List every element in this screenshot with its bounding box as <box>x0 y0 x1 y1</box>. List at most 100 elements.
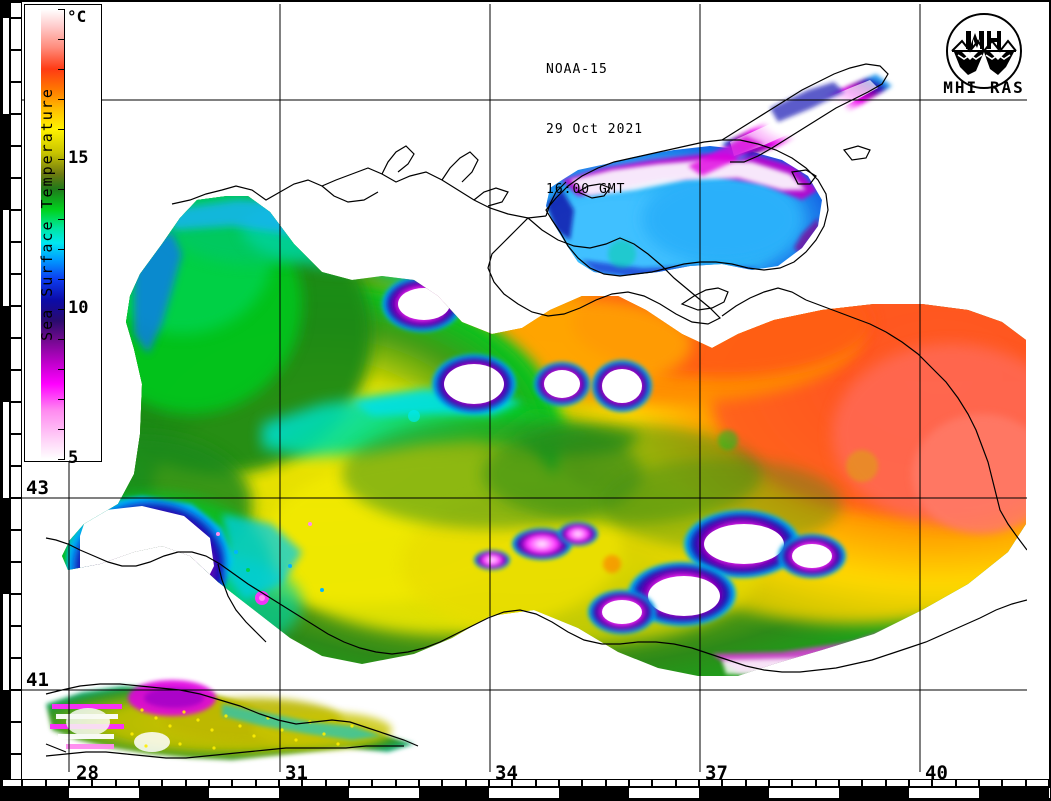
graticule-degree-band <box>279 787 349 799</box>
graticule-minor-tick <box>10 562 22 594</box>
colorbar-tick <box>58 399 65 400</box>
graticule-degree-band <box>209 787 279 799</box>
graticule-degree-band <box>349 787 419 799</box>
graticule-minor-tick <box>10 114 22 146</box>
graticule-degree-band <box>2 402 10 498</box>
longitude-label-34: 34 <box>495 762 518 784</box>
graticule-minor-tick <box>582 779 606 787</box>
graticule-degree-band <box>699 787 769 799</box>
coastline <box>45 63 1027 759</box>
graticule-degree-band <box>629 787 699 799</box>
longitude-label-31: 31 <box>285 762 308 784</box>
graticule-minor-tick <box>419 779 443 787</box>
cloud-mask-speckle-south <box>474 510 846 634</box>
graticule-minor-tick <box>769 779 793 787</box>
graticule-minor-tick <box>909 779 933 787</box>
graticule-minor-tick <box>535 779 559 787</box>
graticule-degree-band <box>2 18 10 114</box>
graticule-minor-tick <box>10 274 22 306</box>
colorbar-tick <box>58 219 65 220</box>
graticule-minor-tick <box>10 530 22 562</box>
colorbar-label-5: 5 <box>68 448 79 468</box>
graticule-minor-tick <box>325 779 349 787</box>
graticule-degree-band <box>2 2 10 18</box>
graticule-degree-band <box>769 787 839 799</box>
longitude-label-28: 28 <box>76 762 99 784</box>
graticule-minor-tick <box>69 779 93 787</box>
graticule-degree-band <box>69 787 139 799</box>
colorbar-tick <box>58 69 65 70</box>
graticule-minor-tick <box>279 779 303 787</box>
graticule-minor-tick <box>115 779 139 787</box>
colorbar-tick <box>58 99 65 100</box>
graticule-minor-tick <box>932 779 956 787</box>
graticule-minor-tick <box>605 779 629 787</box>
graticule-minor-tick <box>10 146 22 178</box>
colorbar-tick <box>58 249 65 250</box>
colorbar-unit: °C <box>67 7 87 26</box>
graticule-minor-tick <box>10 722 22 754</box>
latitude-ruler-left <box>2 2 22 799</box>
acquisition-date: 29 Oct 2021 <box>546 122 644 137</box>
acquisition-info: NOAA-15 29 Oct 2021 16:00 GMT <box>546 20 643 240</box>
logo-caption: MHI RAS <box>943 78 1025 97</box>
graticule-minor-tick <box>10 306 22 338</box>
sst-field-sea-of-marmara <box>46 680 414 760</box>
graticule-minor-tick <box>92 779 116 787</box>
graticule-degree-band <box>419 787 489 799</box>
graticule-degree-band <box>2 690 10 786</box>
graticule-minor-tick <box>862 779 886 787</box>
latitude-label-43: 43 <box>26 477 49 499</box>
sst-map-canvas <box>22 4 1027 772</box>
graticule-degree-band <box>2 114 10 210</box>
colorbar-title: Sea Surface Temperature <box>38 87 56 341</box>
sst-field-azov-north-arm <box>688 74 892 176</box>
colorbar-tick <box>58 309 65 310</box>
colorbar-axis <box>64 9 65 459</box>
graticule-minor-tick <box>255 779 279 787</box>
graticule-minor-tick <box>209 779 233 787</box>
colorbar-tick <box>58 189 65 190</box>
graticule-degree-band <box>2 594 10 690</box>
graticule-minor-tick <box>955 779 979 787</box>
colorbar-gradient <box>41 9 64 459</box>
colorbar-label-15: 15 <box>68 148 89 168</box>
acquisition-time: 16:00 GMT <box>546 182 626 197</box>
graticule-degree-band <box>909 787 979 799</box>
graticule-minor-tick <box>652 779 676 787</box>
colorbar-tick <box>58 9 65 10</box>
graticule-minor-tick <box>10 594 22 626</box>
longitude-label-37: 37 <box>705 762 728 784</box>
colorbar-tick <box>58 279 65 280</box>
graticule-minor-tick <box>10 82 22 114</box>
graticule-minor-tick <box>442 779 466 787</box>
graticule-degree-band <box>839 787 909 799</box>
graticule-minor-tick <box>10 626 22 658</box>
colorbar-tick <box>58 369 65 370</box>
graticule-minor-tick <box>2 779 23 787</box>
colorbar-panel: 15 10 5 °C Sea Surface Temperature <box>24 4 102 467</box>
graticule-minor-tick <box>395 779 419 787</box>
satellite-name: NOAA-15 <box>546 62 608 77</box>
graticule-degree-band <box>489 787 559 799</box>
graticule-minor-tick <box>185 779 209 787</box>
graticule-minor-tick <box>839 779 863 787</box>
colorbar-tick <box>58 339 65 340</box>
colorbar-tick <box>58 159 65 160</box>
graticule-degree-band <box>139 787 209 799</box>
graticule-minor-tick <box>10 402 22 434</box>
graticule-minor-tick <box>10 434 22 466</box>
graticule-minor-tick <box>815 779 839 787</box>
graticule-degree-band <box>2 306 10 402</box>
colorbar-tick <box>58 459 65 460</box>
graticule-minor-tick <box>10 690 22 722</box>
graticule-degree-band <box>2 210 10 306</box>
graticule-minor-tick <box>10 178 22 210</box>
graticule-minor-tick <box>10 50 22 82</box>
sst-field-sea-of-azov <box>546 146 822 276</box>
graticule-minor-tick <box>10 210 22 242</box>
graticule-minor-tick <box>885 779 909 787</box>
colorbar-tick <box>58 129 65 130</box>
